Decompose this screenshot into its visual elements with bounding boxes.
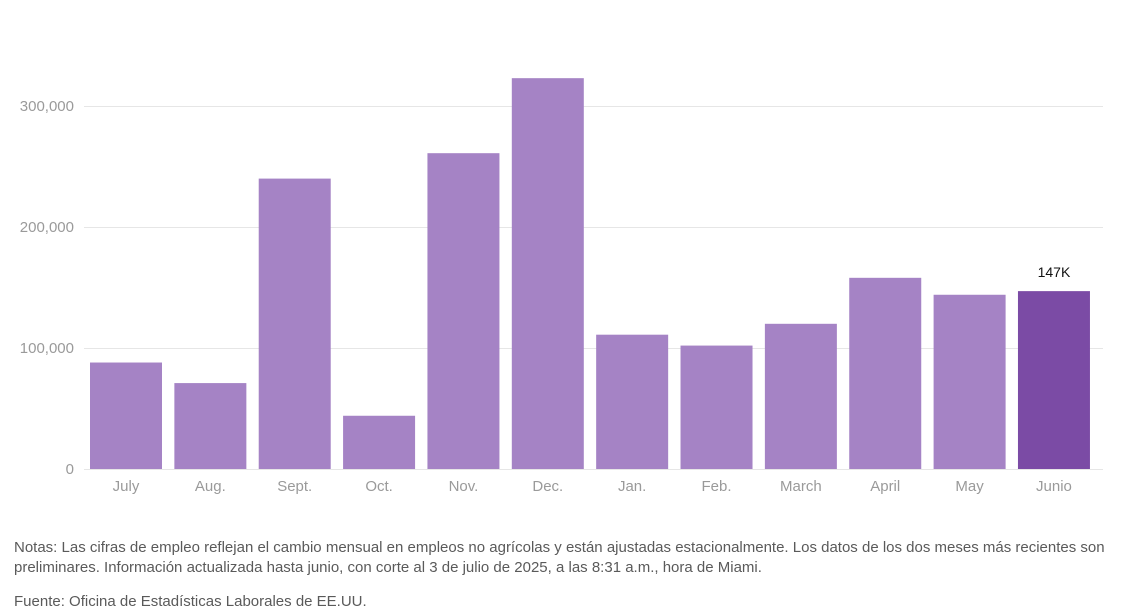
y-tick-label: 300,000	[20, 98, 74, 115]
bar-chart: 0 100,000 200,000 300,000 July Aug. Sept. Oct.…	[20, 78, 1103, 495]
bar-april	[849, 277, 922, 469]
bar-july	[90, 362, 162, 469]
x-category-label: July	[113, 478, 140, 495]
x-axis-category-labels: July Aug. Sept. Oct. Nov. Dec. Jan. Feb. March Ap…	[113, 478, 1072, 495]
x-category-label: Feb.	[702, 478, 732, 495]
x-category-label: April	[870, 478, 900, 495]
chart-source: Fuente: Oficina de Estadísticas Laborale…	[14, 593, 367, 610]
bar-march	[764, 323, 837, 469]
y-axis-tick-labels: 0 100,000 200,000 300,000	[20, 98, 74, 478]
data-labels: 147K	[1038, 264, 1071, 280]
x-category-label: Junio	[1036, 478, 1072, 495]
bar-dec	[511, 78, 584, 470]
x-category-label: May	[955, 478, 984, 495]
chart-notes: Notas: Las cifras de empleo reflejan el …	[14, 539, 1105, 576]
y-tick-label: 0	[66, 461, 74, 478]
y-tick-label: 100,000	[20, 340, 74, 357]
bar-jan	[596, 334, 669, 469]
x-category-label: Jan.	[618, 478, 646, 495]
x-category-label: March	[780, 478, 822, 495]
bar-nov	[427, 153, 500, 469]
y-tick-label: 200,000	[20, 219, 74, 236]
x-category-label: Oct.	[365, 478, 393, 495]
gridlines	[84, 106, 1103, 470]
bars	[90, 78, 1090, 470]
bar-feb	[680, 345, 753, 469]
highlight-data-label: 147K	[1038, 264, 1071, 280]
bar-junio	[1017, 291, 1090, 469]
bar-may	[933, 294, 1006, 469]
x-category-label: Nov.	[449, 478, 479, 495]
x-category-label: Dec.	[532, 478, 563, 495]
x-category-label: Aug.	[195, 478, 226, 495]
bar-aug	[174, 383, 247, 469]
bar-oct	[343, 415, 416, 469]
x-category-label: Sept.	[277, 478, 312, 495]
bar-sept	[258, 178, 331, 469]
